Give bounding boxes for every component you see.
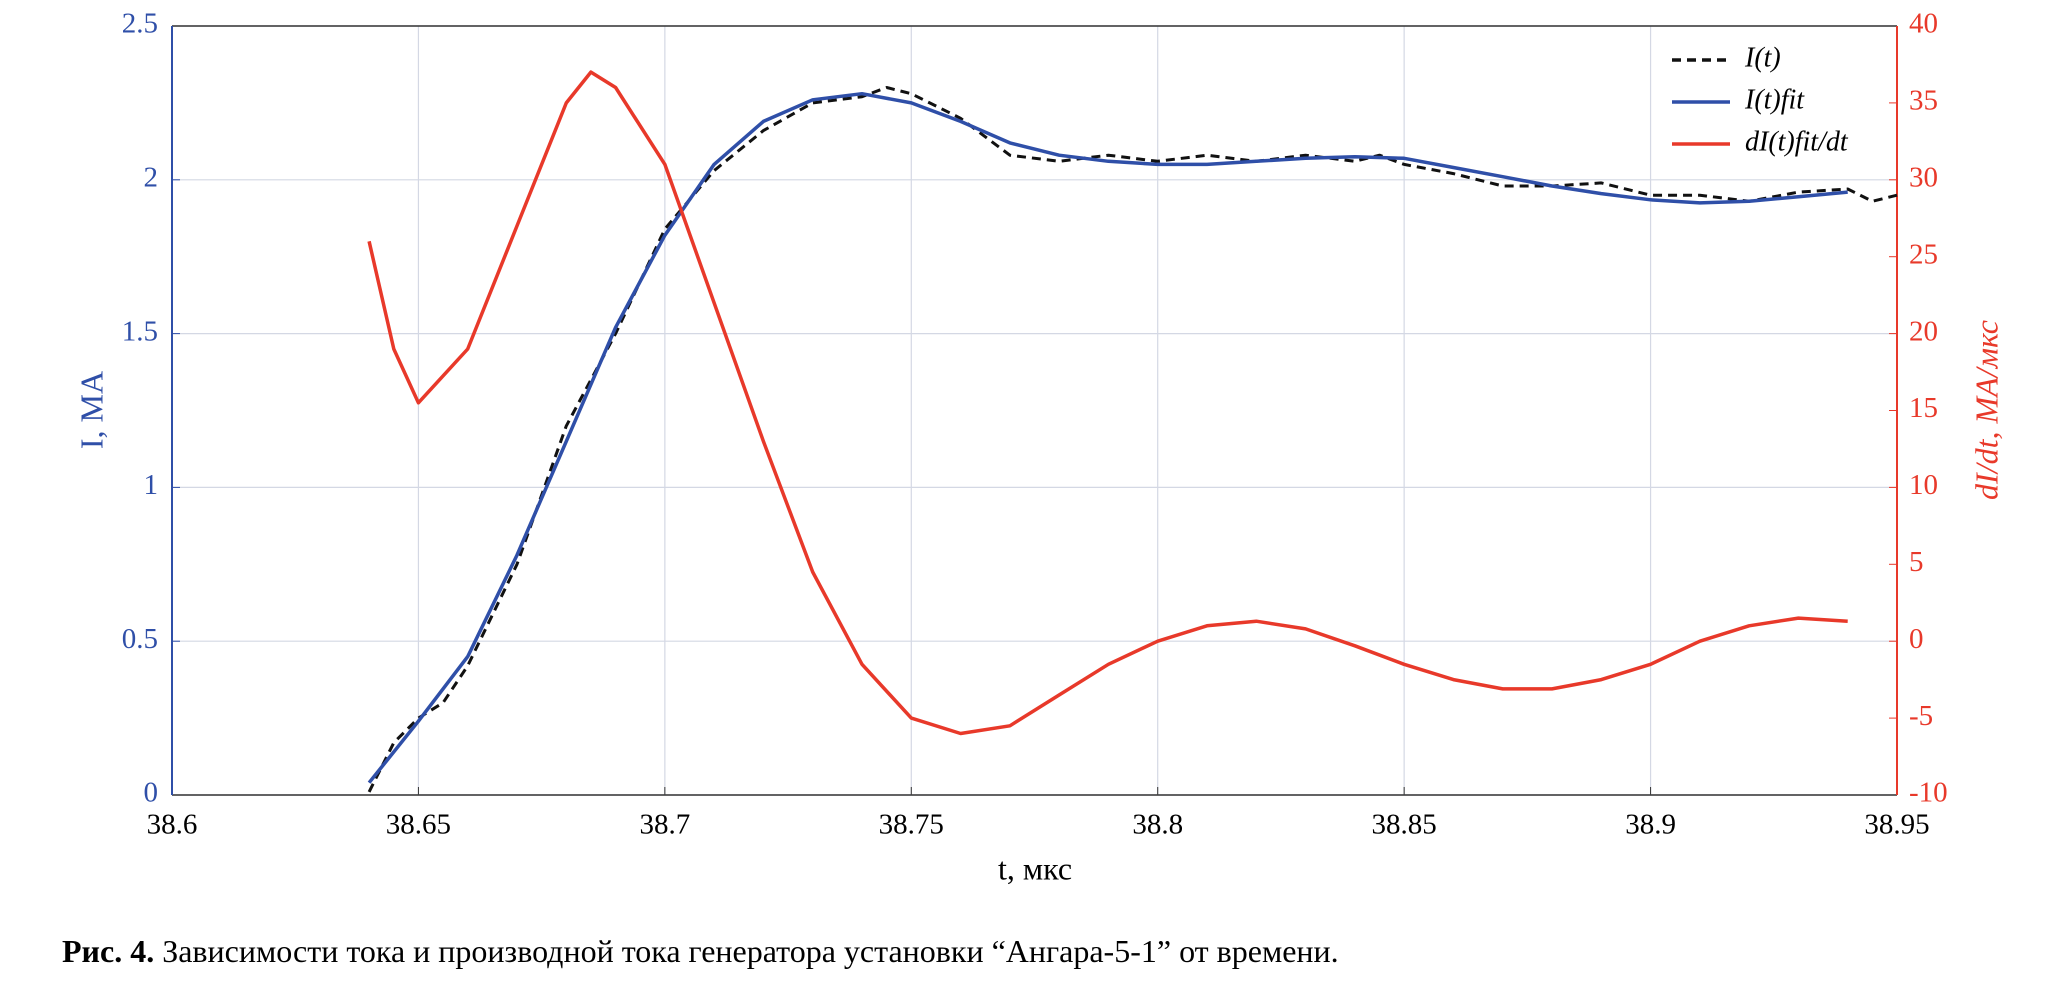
series-line [367, 91, 1848, 784]
y2-tick-label: 20 [1909, 315, 1938, 347]
caption-text: Зависимости тока и производной тока гене… [162, 933, 1338, 969]
x-tick-label: 38.8 [1132, 809, 1183, 841]
caption: Рис. 4. Зависимости тока и производной т… [62, 933, 1339, 969]
y-tick-label: 2 [144, 161, 159, 193]
y-tick-label: 1 [144, 469, 159, 501]
y-axis-label: I, МА [73, 371, 109, 449]
y2-tick-label: 30 [1909, 161, 1938, 193]
series-line [367, 70, 1848, 736]
legend-label: I(t) [1744, 42, 1781, 73]
y2-tick-label: 35 [1909, 85, 1938, 117]
y2-tick-label: -5 [1909, 700, 1933, 732]
x-tick-label: 38.6 [147, 809, 198, 841]
y2-axis-label: dI/dt, МА/мкс [1968, 320, 2004, 500]
legend-label: I(t)fit [1744, 84, 1805, 115]
legend-label: dI(t)fit/dt [1745, 126, 1849, 157]
series-line [367, 86, 1898, 793]
caption-label: Рис. 4. [62, 933, 154, 969]
y-tick-label: 0.5 [122, 623, 158, 655]
y2-tick-label: 10 [1909, 469, 1938, 501]
x-tick-label: 38.85 [1372, 809, 1437, 841]
x-tick-label: 38.7 [639, 809, 690, 841]
y2-tick-label: 0 [1909, 623, 1924, 655]
x-tick-label: 38.9 [1625, 809, 1676, 841]
y2-tick-label: 5 [1909, 546, 1924, 578]
x-tick-label: 38.65 [386, 809, 451, 841]
y-tick-label: 1.5 [122, 315, 158, 347]
y-tick-label: 0 [144, 777, 159, 809]
x-axis-label: t, мкс [998, 850, 1072, 886]
x-tick-label: 38.95 [1864, 809, 1929, 841]
y2-tick-label: 15 [1909, 392, 1938, 424]
y-tick-label: 2.5 [122, 8, 158, 40]
y2-tick-label: 40 [1909, 8, 1938, 40]
x-tick-label: 38.75 [879, 809, 944, 841]
y2-tick-label: 25 [1909, 238, 1938, 270]
y2-tick-label: -10 [1909, 777, 1948, 809]
